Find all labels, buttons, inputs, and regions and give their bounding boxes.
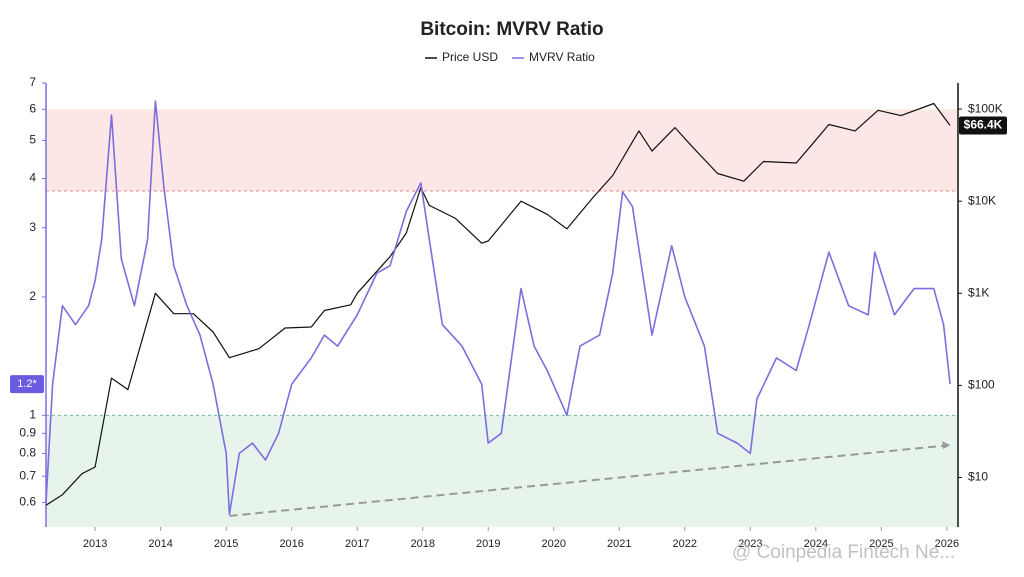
y-tick-label: 0.8	[19, 446, 36, 460]
x-tick-label: 2026	[935, 538, 959, 550]
x-tick-label: 2022	[673, 538, 697, 550]
x-tick-label: 2013	[83, 538, 107, 550]
y2-tick-label: $100K	[968, 101, 1003, 115]
series-line	[45, 100, 951, 516]
watermark: @ Coinpedia Fintech Ne...	[732, 542, 955, 563]
x-tick-label: 2020	[542, 538, 566, 550]
x-tick-label: 2016	[279, 538, 303, 550]
x-tick-label: 2025	[869, 538, 893, 550]
x-tick-label: 2019	[476, 538, 500, 550]
x-tick-label: 2024	[804, 538, 828, 550]
y-tick-label: 1	[29, 407, 36, 421]
y2-tick-label: $10	[968, 470, 988, 484]
current-price-label: $66.4K	[964, 118, 1003, 132]
current-price-badge	[959, 116, 1007, 135]
y-tick-label: 4	[29, 171, 36, 185]
trend-line	[229, 444, 951, 517]
legend-label: Price USD	[442, 50, 498, 64]
x-tick-label: 2021	[607, 538, 631, 550]
y-tick-label: 2	[29, 289, 36, 303]
chart-title: Bitcoin: MVRV Ratio	[420, 19, 603, 40]
x-tick-label: 2018	[410, 538, 434, 550]
x-tick-label: 2014	[148, 538, 172, 550]
y-tick-label: 0.6	[19, 495, 36, 509]
y2-tick-label: $1K	[968, 285, 989, 299]
legend-label: MVRV Ratio	[529, 50, 595, 64]
y-tick-label: 6	[29, 101, 36, 115]
trend-arrow	[942, 441, 951, 450]
y2-tick-label: $10K	[968, 193, 996, 207]
y-tick-label: 0.7	[19, 468, 36, 482]
x-tick-label: 2015	[214, 538, 238, 550]
x-tick-label: 2017	[345, 538, 369, 550]
undervalued-zone	[46, 415, 958, 527]
y-tick-label: 5	[29, 133, 36, 147]
overvalued-zone	[46, 109, 958, 191]
y-tick-label: 7	[29, 75, 36, 89]
current-mvrv-label: 1.2*	[17, 378, 37, 390]
y2-tick-label: $100	[968, 378, 995, 392]
y-tick-label: 3	[29, 220, 36, 234]
x-tick-label: 2023	[738, 538, 762, 550]
series-line	[45, 102, 951, 506]
current-mvrv-badge	[10, 375, 44, 394]
y-tick-label: 0.9	[19, 425, 36, 439]
